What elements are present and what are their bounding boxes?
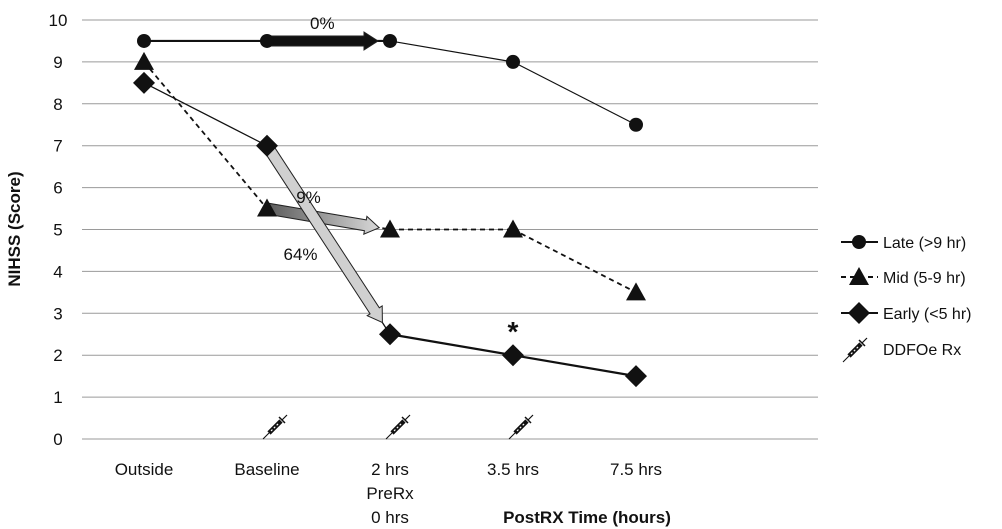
- x-tick-label: 3.5 hrs: [487, 460, 539, 479]
- change-arrows: [261, 31, 383, 324]
- y-tick-label: 9: [53, 53, 62, 72]
- series-markers: [133, 33, 647, 388]
- y-tick-label: 6: [53, 179, 62, 198]
- x-tick-label: 7.5 hrs: [610, 460, 662, 479]
- early-point: [256, 134, 278, 157]
- x-tick-label: 2 hrs: [371, 460, 409, 479]
- syringe-icon: [385, 414, 411, 440]
- legend-label: Mid (5-9 hr): [883, 270, 966, 287]
- early-point: [502, 344, 524, 367]
- early-point: [379, 323, 401, 346]
- mid-series-segment: [512, 228, 637, 294]
- early-series-segment: [512, 354, 637, 378]
- early-series-segment: [143, 82, 268, 147]
- late-point: [260, 33, 274, 48]
- change-percent-label: 0%: [310, 14, 335, 33]
- legend-item-late: Late (>9 hr): [841, 235, 966, 252]
- late-series-segment: [512, 61, 637, 126]
- mid-change-arrow: [265, 202, 381, 236]
- annotations: 0% 9% 64% *: [283, 14, 518, 347]
- significance-marker: *: [508, 316, 519, 347]
- legend-label: Late (>9 hr): [883, 235, 966, 252]
- y-tick-label: 4: [53, 262, 62, 281]
- x-tick-sublabel: PreRx: [366, 484, 414, 503]
- x-tick-label: Baseline: [234, 460, 299, 479]
- y-tick-label: 7: [53, 137, 62, 156]
- y-tick-label: 5: [53, 221, 62, 240]
- mid-point: [257, 198, 277, 217]
- legend-item-treatment: DDFOe Rx: [842, 337, 961, 363]
- mid-point: [134, 51, 154, 70]
- mid-series-segment: [143, 61, 268, 210]
- early-point: [133, 71, 155, 94]
- legend-marker: [852, 235, 866, 249]
- x-tick-sublabel: 0 hrs: [371, 508, 409, 527]
- change-percent-label: 9%: [296, 188, 321, 207]
- late-series-segment: [389, 40, 514, 63]
- early-series-segment: [389, 333, 514, 357]
- legend-marker: [849, 267, 869, 285]
- x-tick-label: Outside: [115, 460, 174, 479]
- late-change-arrow: [266, 31, 379, 51]
- y-tick-label: 0: [53, 430, 62, 449]
- y-tick-label: 2: [53, 346, 62, 365]
- syringe-icon: [842, 337, 868, 363]
- gridlines: [82, 19, 818, 440]
- mid-point: [380, 219, 400, 238]
- legend: Late (>9 hr) Mid (5-9 hr) Early (<5 hr) DDF…: [841, 235, 971, 363]
- x-axis-title: PostRX Time (hours): [503, 508, 671, 527]
- late-point: [383, 33, 397, 48]
- treatment-markers: [262, 414, 534, 440]
- late-point: [506, 54, 520, 69]
- mid-point: [626, 282, 646, 301]
- change-percent-label: 64%: [283, 245, 317, 264]
- legend-item-early: Early (<5 hr): [841, 302, 971, 324]
- early-change-arrow: [261, 142, 383, 324]
- syringe-icon: [508, 414, 534, 440]
- legend-label: Early (<5 hr): [883, 306, 971, 323]
- y-tick-label: 1: [53, 388, 62, 407]
- legend-item-mid: Mid (5-9 hr): [841, 267, 966, 287]
- legend-marker: [848, 302, 870, 324]
- syringe-icon: [262, 414, 288, 440]
- y-axis-title: NIHSS (Score): [5, 171, 24, 286]
- x-tick-labels: Outside Baseline 2 hrs 3.5 hrs 7.5 hrs PreRx 0…: [115, 460, 662, 527]
- y-tick-label: 8: [53, 95, 62, 114]
- late-point: [629, 117, 643, 132]
- early-point: [625, 365, 647, 388]
- late-point: [137, 33, 151, 48]
- legend-label: DDFOe Rx: [883, 342, 961, 359]
- mid-point: [503, 219, 523, 238]
- y-tick-labels: 0 1 2 3 4 5 6 7 8 9 10: [49, 11, 68, 449]
- y-tick-label: 3: [53, 304, 62, 323]
- y-tick-label: 10: [49, 11, 68, 30]
